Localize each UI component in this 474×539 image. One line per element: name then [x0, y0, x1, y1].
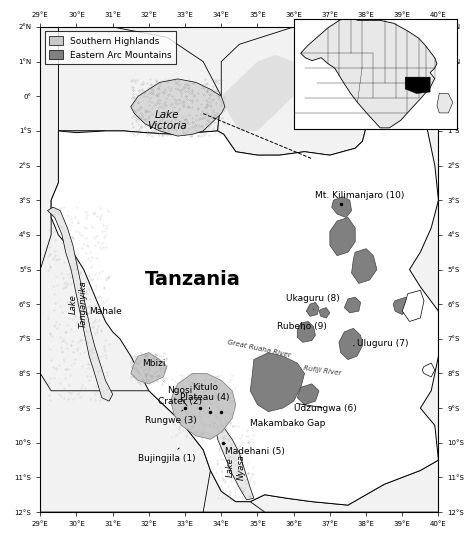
Text: Lake
Tanganyika: Lake Tanganyika [69, 280, 88, 328]
Polygon shape [40, 27, 58, 512]
Text: Bujingjila (1): Bujingjila (1) [138, 448, 196, 463]
Text: Great Ruaha River: Great Ruaha River [227, 340, 292, 359]
Text: Ngosi
Crater (2): Ngosi Crater (2) [158, 386, 201, 406]
Polygon shape [250, 460, 438, 512]
Text: Tanzania: Tanzania [145, 271, 240, 289]
Polygon shape [171, 374, 236, 439]
Text: Rubeho (9): Rubeho (9) [277, 322, 327, 331]
Polygon shape [221, 54, 294, 131]
Text: Rungwe (3): Rungwe (3) [145, 410, 197, 425]
Polygon shape [402, 27, 438, 96]
Polygon shape [306, 302, 319, 316]
Polygon shape [51, 96, 438, 505]
Polygon shape [297, 384, 319, 405]
Polygon shape [250, 353, 304, 412]
Text: Lake
Victoria: Lake Victoria [147, 110, 187, 132]
Text: Rufiji River: Rufiji River [303, 365, 342, 376]
Polygon shape [332, 197, 352, 218]
Text: Uluguru (7): Uluguru (7) [354, 340, 409, 349]
Text: Makambako Gap: Makambako Gap [250, 419, 326, 428]
Polygon shape [352, 248, 377, 284]
Polygon shape [47, 207, 113, 401]
Polygon shape [131, 353, 167, 384]
Polygon shape [344, 297, 361, 313]
Text: Madehani (5): Madehani (5) [223, 443, 285, 456]
Text: Kitulo
Plateau (4): Kitulo Plateau (4) [180, 383, 230, 409]
Polygon shape [402, 291, 424, 321]
Polygon shape [405, 77, 430, 94]
Polygon shape [58, 131, 105, 165]
Polygon shape [330, 218, 355, 255]
Text: Mt. Kilimanjaro (10): Mt. Kilimanjaro (10) [315, 190, 405, 204]
Polygon shape [422, 363, 435, 377]
Text: Mahale: Mahale [83, 307, 122, 315]
Polygon shape [40, 374, 236, 512]
Polygon shape [131, 79, 225, 136]
Text: Ukaguru (8): Ukaguru (8) [286, 294, 340, 309]
Polygon shape [58, 27, 221, 134]
Text: Mbizi: Mbizi [142, 358, 165, 368]
Polygon shape [218, 27, 438, 155]
Polygon shape [216, 425, 254, 500]
Polygon shape [203, 471, 264, 512]
Polygon shape [319, 308, 330, 318]
Legend: Southern Highlands, Eastern Arc Mountains: Southern Highlands, Eastern Arc Mountain… [45, 31, 176, 64]
Polygon shape [437, 94, 453, 113]
Text: Udzungwa (6): Udzungwa (6) [294, 403, 356, 412]
Polygon shape [393, 297, 410, 315]
Polygon shape [339, 328, 363, 360]
Text: Lake
Nyasa: Lake Nyasa [226, 454, 246, 480]
Polygon shape [297, 321, 315, 342]
Polygon shape [40, 27, 438, 512]
Polygon shape [301, 16, 437, 128]
